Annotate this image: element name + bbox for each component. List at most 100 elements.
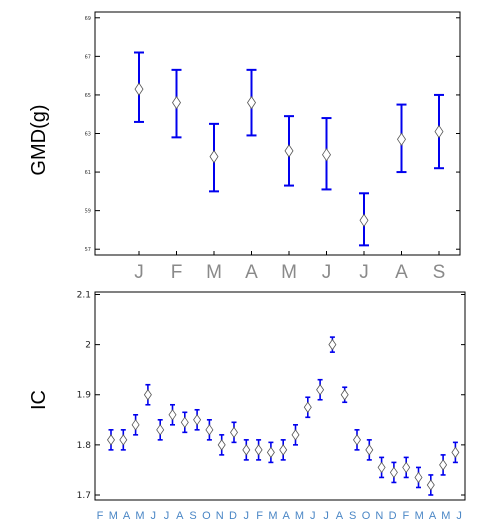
p1-mean-marker [397, 132, 406, 147]
p2-x-tick-label: S [189, 510, 196, 522]
p1-x-tick-label: A [395, 262, 408, 283]
p1-x-tick-label: M [206, 262, 222, 283]
p2-data-point [156, 419, 165, 441]
p2-y-tick-label: 1.9 [77, 391, 92, 401]
p2-x-tick-label: J [456, 510, 462, 522]
p2-x-tick-label: J [164, 510, 170, 522]
p2-x-tick-label: J [150, 510, 156, 522]
p2-mean-marker [266, 446, 275, 459]
p2-mean-marker [439, 459, 448, 471]
p2-mean-marker [414, 471, 423, 484]
p1-y-tick-label: 61 [85, 170, 91, 176]
p2-x-tick-label: J [244, 510, 250, 522]
p2-data-point [402, 456, 411, 479]
p1-x-tick-label: A [245, 262, 258, 283]
p2-mean-marker [168, 409, 177, 421]
p2-y-tick-label: 1.7 [77, 491, 91, 501]
gmd-panel: GMD(g) 57 59 61 63 65 67 69 J F M A M J J A S [28, 11, 461, 283]
p2-x-tick-label: A [429, 510, 437, 522]
p2-data-point [131, 413, 140, 436]
p2-x-tick-label: S [349, 510, 356, 522]
p2-data-point [205, 419, 214, 441]
p2-x-tick-label: A [123, 510, 131, 522]
p2-x-tick-label: D [389, 510, 397, 522]
p2-mean-marker [353, 434, 361, 446]
p2-data-point [193, 408, 202, 431]
ic-y-axis-label: IC [28, 390, 50, 410]
p1-x-tick-label: M [281, 262, 297, 283]
p2-x-tick-label: F [97, 510, 104, 522]
p2-x-tick-label: A [283, 510, 291, 522]
p2-x-tick-label: F [256, 510, 263, 522]
p1-data-point [434, 93, 444, 170]
p2-x-tick-label: J [323, 510, 329, 522]
p1-x-tick-label: J [134, 262, 144, 283]
p2-data-point [266, 441, 275, 464]
p2-data-point [377, 456, 386, 479]
p2-y-tick-label: 2.1 [77, 291, 91, 301]
p2-data-point [426, 474, 435, 496]
p2-mean-marker [230, 426, 238, 439]
p2-data-point [316, 378, 325, 401]
p1-mean-marker [134, 82, 144, 96]
p2-y-tick-label: 2 [85, 341, 91, 351]
p2-mean-marker [328, 338, 337, 351]
p2-mean-marker [242, 444, 251, 456]
p2-data-point [439, 454, 448, 476]
p1-mean-marker [284, 144, 294, 158]
p2-x-tick-label: J [310, 510, 316, 522]
p1-y-tick-label: 63 [85, 132, 91, 138]
p2-data-point [180, 411, 189, 434]
p2-x-tick-label: N [216, 510, 224, 522]
p1-y-tick-label: 67 [85, 54, 91, 60]
p2-data-point [365, 439, 374, 461]
p2-x-tick-label: M [441, 510, 450, 522]
p2-data-point [389, 461, 398, 484]
p1-data-point [284, 115, 294, 187]
p2-y-tick-label: 1.8 [77, 441, 92, 451]
p1-y-tick-label: 57 [85, 247, 91, 253]
p1-x-tick-label: S [433, 262, 446, 283]
p2-mean-marker [340, 389, 349, 401]
p2-data-point [279, 439, 288, 461]
p1-y-tick-label: 65 [85, 93, 91, 99]
p2-x-tick-label: M [268, 510, 277, 522]
p1-x-tick-label: J [359, 262, 369, 283]
p2-mean-marker [131, 419, 140, 431]
p2-mean-marker [205, 424, 214, 436]
p2-mean-marker [402, 461, 411, 474]
p1-mean-marker [247, 95, 256, 110]
p2-mean-marker [389, 466, 398, 479]
p1-x-tick-label: J [322, 262, 332, 283]
p2-mean-marker [279, 444, 288, 456]
p2-data-point [353, 429, 361, 451]
p1-data-point [209, 122, 219, 193]
p1-data-point [134, 51, 144, 123]
p1-mean-marker [209, 149, 219, 164]
p1-mean-marker [359, 213, 369, 228]
p2-x-tick-label: O [362, 510, 371, 522]
p2-x-tick-label: N [375, 510, 383, 522]
p2-x-tick-label: F [403, 510, 410, 522]
p2-data-point [119, 429, 128, 451]
p1-data-point [321, 117, 332, 191]
p2-mean-marker [451, 446, 460, 459]
p2-mean-marker [193, 414, 202, 426]
p2-mean-marker [119, 434, 128, 446]
p2-data-point [143, 383, 152, 406]
p2-data-point [451, 441, 460, 464]
gmd-y-axis-label: GMD(g) [28, 104, 50, 175]
p2-x-tick-label: M [109, 510, 118, 522]
p2-mean-marker [291, 429, 300, 441]
p1-data-point [246, 68, 257, 137]
p1-data-point [359, 192, 369, 247]
p1-x-tick-label: F [171, 262, 183, 283]
p2-x-tick-label: D [229, 510, 237, 522]
gmd-plot-frame [94, 11, 461, 256]
p2-mean-marker [107, 434, 115, 446]
p2-x-tick-label: A [336, 510, 344, 522]
p2-data-point [107, 429, 115, 451]
p2-mean-marker [143, 389, 152, 401]
